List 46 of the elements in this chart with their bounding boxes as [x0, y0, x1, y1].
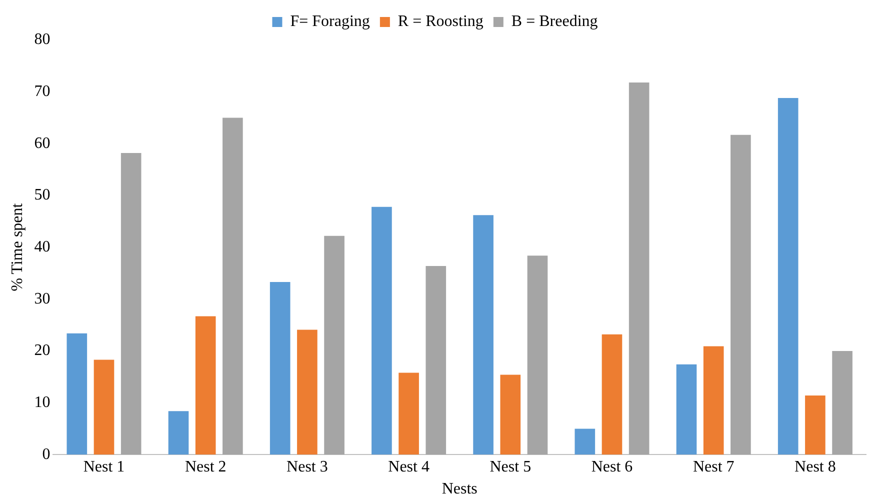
bar	[703, 346, 724, 455]
bar	[195, 316, 216, 455]
x-tick-label: Nest 4	[388, 458, 430, 476]
x-tick-label: Nest 7	[692, 458, 734, 476]
y-tick-label: 0	[42, 446, 50, 463]
legend-label: B = Breeding	[511, 13, 598, 30]
y-axis-title: % Time spent	[8, 202, 26, 292]
bar	[602, 334, 622, 455]
x-tick-label: Nest 2	[184, 458, 226, 476]
y-tick-label: 10	[34, 394, 50, 411]
bar	[426, 266, 446, 455]
bar	[94, 360, 114, 455]
bar	[730, 134, 751, 455]
bar	[500, 374, 521, 455]
bar	[676, 364, 697, 455]
y-tick-label: 40	[34, 238, 50, 256]
bar	[628, 82, 650, 455]
x-tick-label: Nest 8	[794, 458, 836, 476]
x-tick-label: Nest 1	[83, 458, 125, 476]
bar	[574, 428, 596, 455]
bar	[527, 256, 548, 455]
bar	[324, 236, 344, 455]
y-tick-label: 70	[34, 83, 50, 100]
x-tick-label: Nest 3	[286, 458, 328, 476]
x-tick-label: Nest 6	[591, 458, 633, 476]
bar	[120, 152, 142, 455]
x-axis-title: Nests	[442, 480, 478, 498]
bar	[222, 118, 243, 455]
y-tick-label: 50	[34, 186, 50, 204]
bar	[473, 215, 494, 455]
x-tick-label: Nest 5	[490, 458, 532, 476]
y-tick-label: 60	[34, 134, 50, 152]
legend-label: F= Foraging	[290, 13, 370, 30]
bar	[372, 206, 392, 455]
legend-label: R = Roosting	[398, 13, 484, 30]
bar	[778, 98, 798, 455]
bar	[805, 396, 826, 455]
bar	[270, 282, 290, 455]
bar	[398, 372, 419, 455]
y-tick-label: 80	[34, 31, 50, 48]
bar	[168, 411, 189, 455]
y-tick-label: 20	[34, 342, 50, 360]
y-tick-label: 30	[34, 290, 50, 308]
bar	[832, 350, 852, 455]
bar	[66, 333, 88, 455]
bar	[297, 330, 318, 455]
